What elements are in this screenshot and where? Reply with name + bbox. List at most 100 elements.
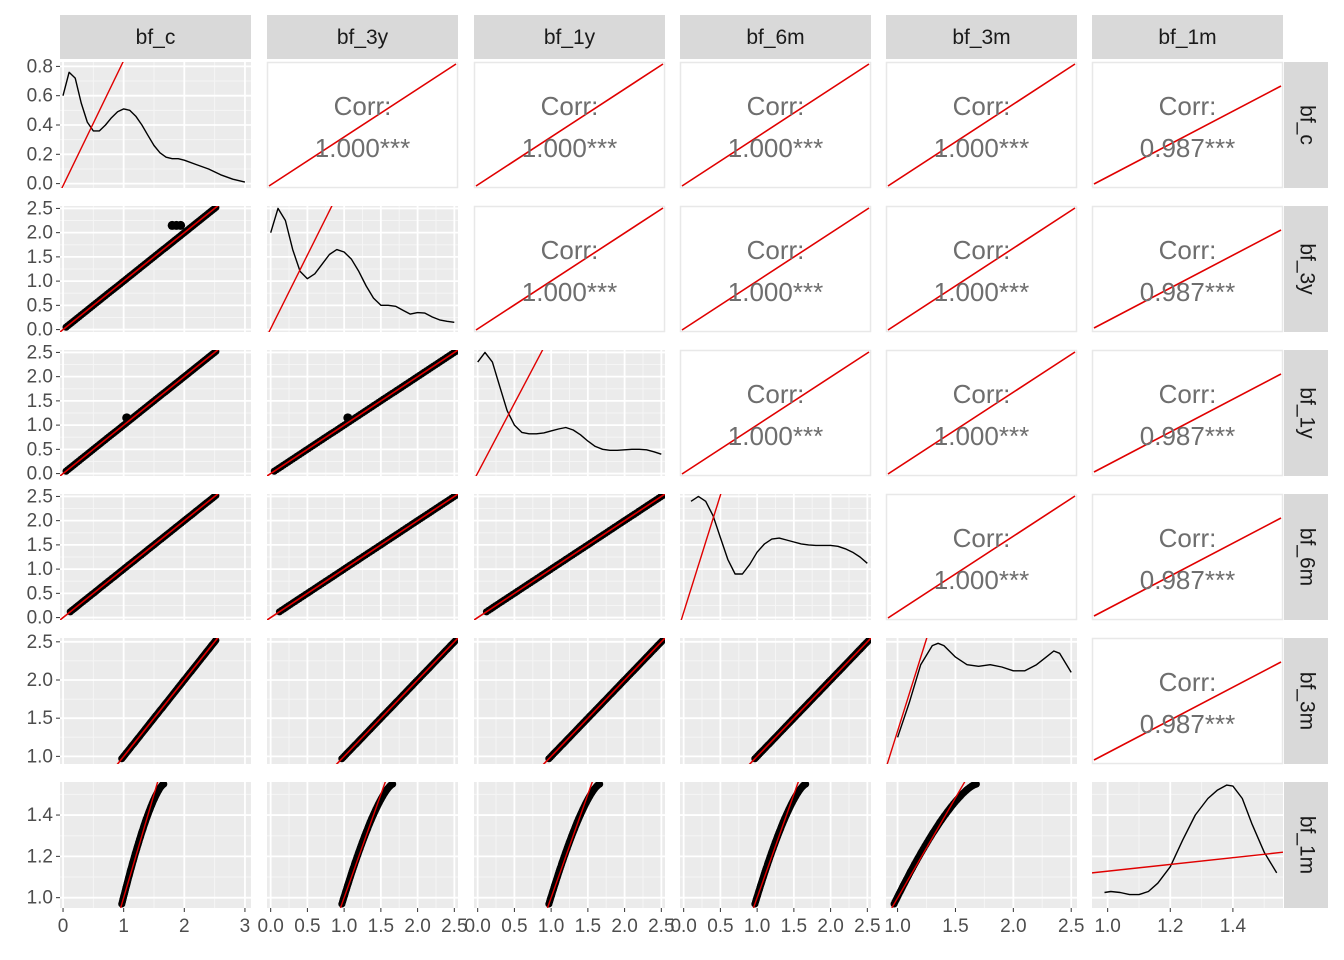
y-tick-label: 0.0	[27, 464, 53, 485]
panel-bf_3y-bf_6m: Corr: 1.000***	[679, 205, 872, 333]
fit-line	[475, 350, 544, 476]
row-strip-label-bf_c: bf_c	[1295, 105, 1318, 145]
x-tick-label: 1.0	[1094, 916, 1120, 937]
panel-bf_6m-bf_1y	[474, 494, 665, 620]
data-point	[160, 782, 168, 788]
panel-bf_6m-bf_c	[60, 494, 251, 620]
x-tick-label: 0	[58, 916, 69, 937]
corr-value: 0.987***	[1140, 565, 1235, 595]
y-tick-label: 2.5	[27, 486, 53, 507]
corr-label: Corr:	[541, 91, 599, 121]
fit-line	[1092, 851, 1283, 874]
fit-line	[886, 638, 928, 764]
y-tick-label: 1.0	[27, 746, 53, 767]
x-tick-label: 1.0	[538, 916, 564, 937]
panel-bf_c-bf_6m: Corr: 1.000***	[679, 61, 872, 189]
x-tick-label: 1.2	[1157, 916, 1183, 937]
y-tick-label: 2.0	[27, 223, 53, 244]
x-tick-label: 2.5	[648, 916, 674, 937]
panel-bf_3m-bf_1y	[474, 638, 665, 764]
corr-label: Corr:	[953, 379, 1011, 409]
x-tick-label: 1.5	[942, 916, 968, 937]
col-strip-label-bf_1y: bf_1y	[544, 26, 596, 49]
x-tick-label: 2.5	[1058, 916, 1084, 937]
fit-line	[1093, 517, 1282, 617]
y-tick-label: 1.0	[27, 888, 53, 909]
row-strip-label-bf_1m: bf_1m	[1295, 816, 1318, 874]
scatter-points	[890, 782, 980, 908]
fit-line	[887, 63, 1076, 187]
fit-line	[61, 62, 124, 188]
row-strip-label-bf_6m: bf_6m	[1295, 528, 1318, 586]
density-curve	[270, 207, 455, 323]
panel-bf_3y-bf_3y	[267, 206, 458, 332]
fit-line	[752, 782, 800, 908]
x-tick-label: 1.0	[331, 916, 357, 937]
fit-line	[681, 351, 870, 475]
fit-line	[335, 638, 458, 764]
corr-value: 0.987***	[1140, 709, 1235, 739]
col-strip-label-bf_3y: bf_3y	[337, 26, 389, 49]
y-tick-label: 2.0	[27, 367, 53, 388]
fit-line	[339, 782, 387, 908]
fit-line	[748, 638, 871, 764]
row-strip-bf_1m	[1284, 782, 1328, 908]
fit-line	[268, 206, 333, 332]
y-tick-label: 0.6	[27, 86, 53, 107]
x-tick-label: 0.5	[707, 916, 733, 937]
panel-bf_3m-bf_3y	[267, 638, 458, 764]
corr-label: Corr:	[953, 235, 1011, 265]
fit-line	[887, 351, 1076, 475]
x-tick-label: 1.5	[781, 916, 807, 937]
panel-bf_6m-bf_3y	[267, 494, 458, 620]
corr-value: 1.000***	[934, 277, 1029, 307]
y-tick-label: 1.5	[27, 708, 53, 729]
density-curve	[62, 71, 246, 183]
col-strip-bf_3y	[267, 15, 458, 59]
row-strip-bf_1y	[1284, 350, 1328, 476]
fit-line	[1093, 229, 1282, 329]
y-tick-label: 0.5	[27, 295, 53, 316]
corr-label: Corr:	[747, 91, 805, 121]
x-tick-label: 2.5	[854, 916, 880, 937]
panel-bf_1m-bf_c	[60, 782, 251, 908]
corr-value: 1.000***	[728, 421, 823, 451]
x-tick-label: 1.0	[884, 916, 910, 937]
col-strip-bf_1y	[474, 15, 665, 59]
x-tick-label: 1.0	[744, 916, 770, 937]
x-tick-label: 2.0	[611, 916, 637, 937]
col-strip-label-bf_c: bf_c	[136, 26, 176, 49]
panel-bf_3m-bf_6m	[680, 638, 871, 764]
fit-line	[681, 63, 870, 187]
x-tick-label: 2.5	[441, 916, 467, 937]
panel-bf_c-bf_1m: Corr: 0.987***	[1091, 61, 1284, 189]
panel-bf_3y-bf_c	[60, 206, 251, 332]
data-point	[176, 220, 186, 230]
fit-line	[60, 494, 219, 620]
corr-label: Corr:	[1159, 379, 1217, 409]
row-strip-bf_c	[1284, 62, 1328, 188]
fit-line	[887, 207, 1076, 331]
panel-bf_6m-bf_3m: Corr: 1.000***	[885, 493, 1078, 621]
fit-line	[60, 206, 219, 332]
density-curve	[1104, 784, 1278, 896]
panel-bf_c-bf_3y: Corr: 1.000***	[266, 61, 459, 189]
col-strip-label-bf_3m: bf_3m	[952, 26, 1010, 49]
panel-bf_3m-bf_c	[60, 638, 251, 764]
y-tick-label: 1.0	[27, 559, 53, 580]
panel-bf_6m-bf_6m	[680, 494, 871, 620]
x-tick-label: 2.0	[404, 916, 430, 937]
y-tick-label: 2.0	[27, 670, 53, 691]
x-tick-label: 1	[118, 916, 129, 937]
y-tick-label: 0.0	[27, 320, 53, 341]
y-tick-label: 1.0	[27, 271, 53, 292]
y-tick-label: 1.5	[27, 535, 53, 556]
x-tick-label: 0.0	[257, 916, 283, 937]
fit-line	[1093, 85, 1282, 185]
row-strip-label-bf_3m: bf_3m	[1295, 672, 1318, 730]
density-curve	[690, 495, 868, 575]
fit-line	[268, 63, 457, 187]
x-tick-label: 1.5	[368, 916, 394, 937]
corr-label: Corr:	[953, 523, 1011, 553]
